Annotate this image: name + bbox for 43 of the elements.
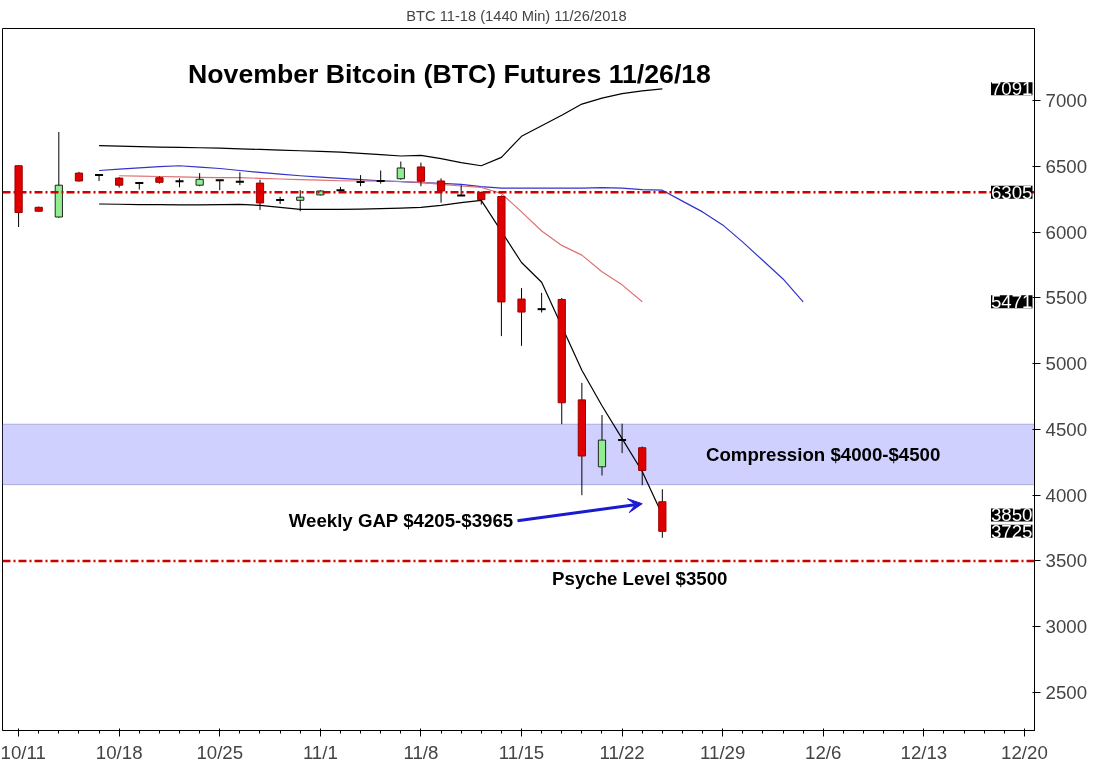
y-tick-label: 6500 [1045, 156, 1088, 178]
x-tick-label: 11/29 [700, 741, 746, 763]
x-tick-label: 12/13 [900, 741, 948, 763]
annotation: 5471 [991, 291, 1033, 313]
candlestick [436, 177, 446, 204]
x-tick-label: 10/25 [196, 741, 244, 763]
candlestick [214, 179, 225, 191]
candlestick [275, 196, 286, 205]
candlestick [375, 169, 386, 185]
y-tick-label: 3000 [1045, 616, 1088, 638]
y-tick-label: 3500 [1045, 550, 1088, 572]
x-tick-label: 12/6 [805, 741, 842, 763]
y-tick-label: 4000 [1045, 484, 1088, 506]
x-tick-label: 10/18 [95, 741, 143, 763]
y-tick-label: 4500 [1045, 418, 1088, 440]
band-label: Compression $4000-$4500 [705, 443, 941, 465]
candlestick [517, 287, 526, 347]
annotation: 6305 [991, 181, 1033, 203]
y-tick-label: 2500 [1045, 681, 1088, 703]
x-tick-label: 11/1 [302, 741, 338, 763]
candlestick [536, 292, 547, 313]
y-tick-label: 5500 [1045, 287, 1088, 309]
ref-line-label: Psyche Level $3500 [552, 567, 728, 589]
y-tick-label: 7000 [1045, 90, 1088, 112]
candlestick [638, 446, 647, 486]
x-tick-label: 10/11 [0, 741, 46, 763]
candlestick [416, 162, 426, 187]
x-tick-label: 11/22 [599, 741, 645, 763]
chart-subtitle: BTC 11-18 (1440 Min) 11/26/2018 [406, 7, 627, 24]
candlestick [94, 173, 105, 182]
x-tick-label: 12/20 [1001, 741, 1048, 763]
annotation: Weekly GAP $4205-$3965 [288, 510, 514, 532]
candlestick [234, 171, 245, 186]
y-tick-label: 5000 [1045, 353, 1088, 375]
line-series [98, 88, 663, 167]
x-tick-label: 11/8 [403, 741, 439, 763]
annotation: 7091 [991, 78, 1033, 100]
y-tick-label: 6000 [1045, 221, 1088, 243]
line-series [98, 165, 804, 303]
candlestick [617, 423, 628, 454]
x-tick-label: 11/15 [498, 741, 545, 763]
text: November Bitcoin (BTC) Futures 11/26/18 [188, 58, 711, 89]
candlestick [396, 161, 405, 181]
